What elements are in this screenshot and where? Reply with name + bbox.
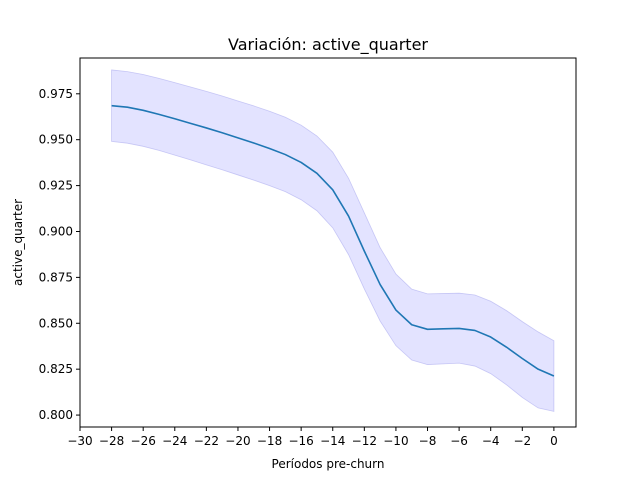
x-tick-label: −18 <box>257 434 282 448</box>
x-tick-label: −14 <box>320 434 345 448</box>
y-tick-label: 0.950 <box>39 133 73 147</box>
y-tick-label: 0.875 <box>39 270 73 284</box>
x-tick-label: −16 <box>288 434 313 448</box>
x-tick-label: −26 <box>131 434 156 448</box>
y-axis-ticks: 0.800 0.825 0.850 0.875 0.900 0.925 0.950 0.975 <box>39 87 80 422</box>
x-tick-label: −10 <box>383 434 408 448</box>
x-tick-label: −4 <box>482 434 500 448</box>
x-tick-label: −8 <box>419 434 437 448</box>
y-tick-label: 0.975 <box>39 87 73 101</box>
x-axis-ticks: −30 −28 −26 −24 −22 −20 −18 −16 −14 −12 −10 −8 −6 −4−… <box>67 427 558 448</box>
x-tick-label: −22 <box>194 434 219 448</box>
x-tick-label: −24 <box>162 434 187 448</box>
y-tick-label: 0.900 <box>39 224 73 238</box>
y-tick-label: 0.925 <box>39 179 73 193</box>
y-axis-label: active_quarter <box>11 199 25 286</box>
x-tick-label: −2 <box>513 434 531 448</box>
x-tick-label: −30 <box>67 434 92 448</box>
confidence-band <box>111 69 555 412</box>
series-line <box>111 104 555 377</box>
y-tick-label: 0.800 <box>39 408 73 422</box>
y-tick-label: 0.825 <box>39 362 73 376</box>
x-axis-label: Períodos pre-churn <box>272 457 385 471</box>
x-tick-label: −12 <box>352 434 377 448</box>
x-tick-label: 0 <box>550 434 558 448</box>
confidence-band-layer <box>111 69 555 412</box>
y-tick-label: 0.850 <box>39 316 73 330</box>
x-tick-label: −28 <box>99 434 124 448</box>
chart-title: Variación: active_quarter <box>228 35 428 55</box>
x-tick-label: −20 <box>225 434 250 448</box>
series-line-layer <box>111 104 555 377</box>
x-tick-label: −6 <box>450 434 468 448</box>
plot-frame <box>79 57 577 428</box>
